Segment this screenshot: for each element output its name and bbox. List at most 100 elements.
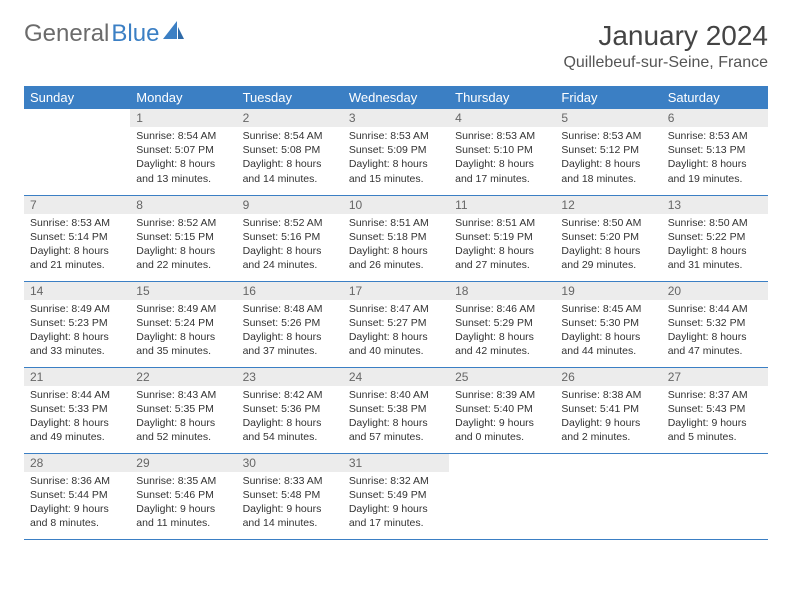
daylight-text-2: and 26 minutes. xyxy=(349,258,443,272)
daylight-text-1: Daylight: 8 hours xyxy=(136,157,230,171)
daylight-text-2: and 2 minutes. xyxy=(561,430,655,444)
day-details: Sunrise: 8:47 AMSunset: 5:27 PMDaylight:… xyxy=(343,300,449,363)
sunrise-text: Sunrise: 8:53 AM xyxy=(30,216,124,230)
daylight-text-1: Daylight: 8 hours xyxy=(243,157,337,171)
day-details: Sunrise: 8:33 AMSunset: 5:48 PMDaylight:… xyxy=(237,472,343,535)
daylight-text-1: Daylight: 8 hours xyxy=(668,157,762,171)
calendar-week-row: 21Sunrise: 8:44 AMSunset: 5:33 PMDayligh… xyxy=(24,367,768,453)
calendar-cell: 23Sunrise: 8:42 AMSunset: 5:36 PMDayligh… xyxy=(237,367,343,453)
day-number: 27 xyxy=(662,368,768,386)
calendar-cell: 2Sunrise: 8:54 AMSunset: 5:08 PMDaylight… xyxy=(237,109,343,195)
daylight-text-1: Daylight: 9 hours xyxy=(30,502,124,516)
day-details: Sunrise: 8:38 AMSunset: 5:41 PMDaylight:… xyxy=(555,386,661,449)
sunset-text: Sunset: 5:43 PM xyxy=(668,402,762,416)
weekday-header: Thursday xyxy=(449,86,555,109)
day-number: 16 xyxy=(237,282,343,300)
daylight-text-2: and 0 minutes. xyxy=(455,430,549,444)
day-details: Sunrise: 8:32 AMSunset: 5:49 PMDaylight:… xyxy=(343,472,449,535)
sunset-text: Sunset: 5:49 PM xyxy=(349,488,443,502)
calendar-cell: 9Sunrise: 8:52 AMSunset: 5:16 PMDaylight… xyxy=(237,195,343,281)
logo-text-2: Blue xyxy=(111,20,159,48)
sunset-text: Sunset: 5:09 PM xyxy=(349,143,443,157)
day-number: 2 xyxy=(237,109,343,127)
calendar-cell xyxy=(555,453,661,539)
sunrise-text: Sunrise: 8:42 AM xyxy=(243,388,337,402)
sunset-text: Sunset: 5:20 PM xyxy=(561,230,655,244)
calendar-table: SundayMondayTuesdayWednesdayThursdayFrid… xyxy=(24,86,768,540)
daylight-text-1: Daylight: 8 hours xyxy=(136,330,230,344)
sunset-text: Sunset: 5:33 PM xyxy=(30,402,124,416)
title-block: January 2024 Quillebeuf-sur-Seine, Franc… xyxy=(563,20,768,72)
daylight-text-2: and 37 minutes. xyxy=(243,344,337,358)
calendar-cell: 27Sunrise: 8:37 AMSunset: 5:43 PMDayligh… xyxy=(662,367,768,453)
daylight-text-1: Daylight: 9 hours xyxy=(668,416,762,430)
day-number: 20 xyxy=(662,282,768,300)
day-details: Sunrise: 8:53 AMSunset: 5:14 PMDaylight:… xyxy=(24,214,130,277)
sunrise-text: Sunrise: 8:52 AM xyxy=(243,216,337,230)
sunset-text: Sunset: 5:22 PM xyxy=(668,230,762,244)
daylight-text-1: Daylight: 9 hours xyxy=(455,416,549,430)
day-number: 14 xyxy=(24,282,130,300)
sunset-text: Sunset: 5:19 PM xyxy=(455,230,549,244)
day-number: 31 xyxy=(343,454,449,472)
calendar-cell: 31Sunrise: 8:32 AMSunset: 5:49 PMDayligh… xyxy=(343,453,449,539)
day-details: Sunrise: 8:54 AMSunset: 5:08 PMDaylight:… xyxy=(237,127,343,190)
calendar-cell: 25Sunrise: 8:39 AMSunset: 5:40 PMDayligh… xyxy=(449,367,555,453)
day-details: Sunrise: 8:39 AMSunset: 5:40 PMDaylight:… xyxy=(449,386,555,449)
day-number: 19 xyxy=(555,282,661,300)
sunrise-text: Sunrise: 8:43 AM xyxy=(136,388,230,402)
calendar-cell: 13Sunrise: 8:50 AMSunset: 5:22 PMDayligh… xyxy=(662,195,768,281)
daylight-text-1: Daylight: 8 hours xyxy=(349,244,443,258)
sunset-text: Sunset: 5:13 PM xyxy=(668,143,762,157)
day-details: Sunrise: 8:42 AMSunset: 5:36 PMDaylight:… xyxy=(237,386,343,449)
day-number: 28 xyxy=(24,454,130,472)
daylight-text-2: and 35 minutes. xyxy=(136,344,230,358)
daylight-text-1: Daylight: 8 hours xyxy=(30,416,124,430)
daylight-text-2: and 31 minutes. xyxy=(668,258,762,272)
daylight-text-1: Daylight: 8 hours xyxy=(243,330,337,344)
day-details: Sunrise: 8:44 AMSunset: 5:33 PMDaylight:… xyxy=(24,386,130,449)
day-number: 5 xyxy=(555,109,661,127)
daylight-text-2: and 44 minutes. xyxy=(561,344,655,358)
weekday-header: Sunday xyxy=(24,86,130,109)
weekday-header: Tuesday xyxy=(237,86,343,109)
day-number: 10 xyxy=(343,196,449,214)
daylight-text-2: and 15 minutes. xyxy=(349,172,443,186)
calendar-cell: 17Sunrise: 8:47 AMSunset: 5:27 PMDayligh… xyxy=(343,281,449,367)
sunset-text: Sunset: 5:46 PM xyxy=(136,488,230,502)
daylight-text-1: Daylight: 8 hours xyxy=(455,330,549,344)
daylight-text-2: and 18 minutes. xyxy=(561,172,655,186)
daylight-text-2: and 57 minutes. xyxy=(349,430,443,444)
daylight-text-2: and 5 minutes. xyxy=(668,430,762,444)
calendar-cell: 1Sunrise: 8:54 AMSunset: 5:07 PMDaylight… xyxy=(130,109,236,195)
day-details: Sunrise: 8:36 AMSunset: 5:44 PMDaylight:… xyxy=(24,472,130,535)
daylight-text-1: Daylight: 8 hours xyxy=(136,416,230,430)
day-details: Sunrise: 8:35 AMSunset: 5:46 PMDaylight:… xyxy=(130,472,236,535)
sunset-text: Sunset: 5:29 PM xyxy=(455,316,549,330)
daylight-text-2: and 52 minutes. xyxy=(136,430,230,444)
sunset-text: Sunset: 5:38 PM xyxy=(349,402,443,416)
sunset-text: Sunset: 5:32 PM xyxy=(668,316,762,330)
day-details: Sunrise: 8:53 AMSunset: 5:09 PMDaylight:… xyxy=(343,127,449,190)
daylight-text-2: and 17 minutes. xyxy=(455,172,549,186)
day-details: Sunrise: 8:44 AMSunset: 5:32 PMDaylight:… xyxy=(662,300,768,363)
daylight-text-1: Daylight: 8 hours xyxy=(349,330,443,344)
sunrise-text: Sunrise: 8:46 AM xyxy=(455,302,549,316)
sunrise-text: Sunrise: 8:49 AM xyxy=(30,302,124,316)
day-details: Sunrise: 8:50 AMSunset: 5:20 PMDaylight:… xyxy=(555,214,661,277)
sunset-text: Sunset: 5:44 PM xyxy=(30,488,124,502)
calendar-week-row: 1Sunrise: 8:54 AMSunset: 5:07 PMDaylight… xyxy=(24,109,768,195)
calendar-cell: 21Sunrise: 8:44 AMSunset: 5:33 PMDayligh… xyxy=(24,367,130,453)
sunset-text: Sunset: 5:23 PM xyxy=(30,316,124,330)
calendar-cell: 24Sunrise: 8:40 AMSunset: 5:38 PMDayligh… xyxy=(343,367,449,453)
day-number: 24 xyxy=(343,368,449,386)
daylight-text-1: Daylight: 8 hours xyxy=(349,157,443,171)
daylight-text-2: and 17 minutes. xyxy=(349,516,443,530)
sunrise-text: Sunrise: 8:53 AM xyxy=(349,129,443,143)
day-number: 25 xyxy=(449,368,555,386)
calendar-cell: 10Sunrise: 8:51 AMSunset: 5:18 PMDayligh… xyxy=(343,195,449,281)
daylight-text-2: and 13 minutes. xyxy=(136,172,230,186)
day-details: Sunrise: 8:52 AMSunset: 5:16 PMDaylight:… xyxy=(237,214,343,277)
calendar-cell: 30Sunrise: 8:33 AMSunset: 5:48 PMDayligh… xyxy=(237,453,343,539)
day-details: Sunrise: 8:43 AMSunset: 5:35 PMDaylight:… xyxy=(130,386,236,449)
